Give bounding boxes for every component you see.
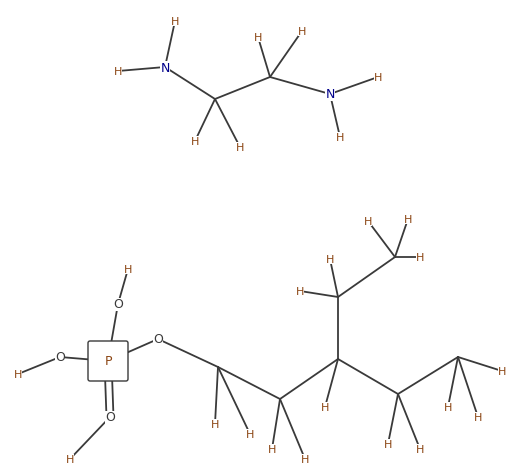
Text: H: H bbox=[124, 265, 132, 275]
Text: H: H bbox=[114, 67, 122, 77]
Text: H: H bbox=[191, 137, 199, 147]
Text: H: H bbox=[298, 27, 306, 37]
Text: H: H bbox=[444, 402, 452, 412]
Text: H: H bbox=[211, 419, 219, 429]
Text: H: H bbox=[246, 429, 254, 439]
Text: H: H bbox=[66, 454, 74, 464]
Text: O: O bbox=[105, 411, 115, 424]
Text: H: H bbox=[268, 444, 276, 454]
Text: H: H bbox=[364, 217, 372, 227]
Text: H: H bbox=[326, 255, 334, 265]
Text: H: H bbox=[321, 402, 329, 412]
Text: H: H bbox=[296, 287, 304, 297]
Text: H: H bbox=[374, 73, 382, 83]
Text: H: H bbox=[171, 17, 179, 27]
Text: H: H bbox=[474, 412, 482, 422]
Text: O: O bbox=[153, 333, 163, 346]
Text: O: O bbox=[55, 351, 65, 364]
Text: P: P bbox=[104, 355, 112, 368]
Text: H: H bbox=[384, 439, 392, 449]
Text: H: H bbox=[254, 33, 262, 43]
Text: H: H bbox=[14, 369, 22, 379]
Text: H: H bbox=[416, 252, 424, 262]
Text: H: H bbox=[336, 133, 344, 143]
Text: H: H bbox=[498, 366, 506, 376]
Text: O: O bbox=[113, 298, 123, 311]
Text: H: H bbox=[404, 215, 412, 225]
Text: N: N bbox=[160, 61, 170, 74]
Text: H: H bbox=[301, 454, 309, 464]
Text: H: H bbox=[236, 143, 244, 153]
Text: H: H bbox=[416, 444, 424, 454]
FancyBboxPatch shape bbox=[88, 341, 128, 381]
Text: N: N bbox=[325, 89, 334, 101]
